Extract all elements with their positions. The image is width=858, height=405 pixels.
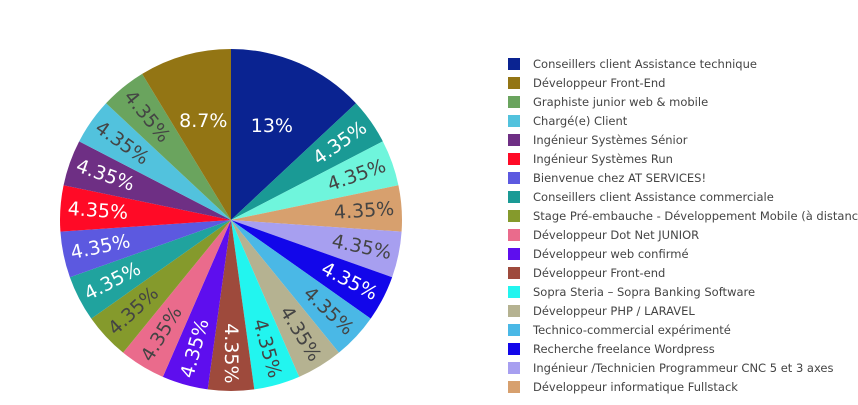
pie-slice[interactable] — [231, 185, 402, 232]
legend-label: Chargé(e) Client — [533, 114, 628, 128]
pie-slice[interactable] — [231, 220, 393, 319]
legend-label: Développeur PHP / LARAVEL — [533, 304, 695, 318]
legend-item[interactable]: Stage Pré-embauche - Développement Mobil… — [508, 209, 858, 223]
legend-label: Développeur Dot Net JUNIOR — [533, 228, 699, 242]
legend-swatch — [508, 324, 520, 336]
legend-item[interactable]: Ingénieur Systèmes Sénior — [508, 133, 688, 147]
legend-item[interactable]: Développeur informatique Fullstack — [508, 380, 738, 394]
legend-swatch — [508, 286, 520, 298]
legend-swatch — [508, 58, 520, 70]
legend-item[interactable]: Développeur Front-end — [508, 266, 665, 280]
pie-slices — [60, 49, 402, 392]
legend-swatch — [508, 115, 520, 127]
legend-item[interactable]: Graphiste junior web & mobile — [508, 95, 708, 109]
legend-item[interactable]: Chargé(e) Client — [508, 114, 628, 128]
pie-slice[interactable] — [231, 220, 371, 353]
legend-swatch — [508, 153, 520, 165]
legend-swatch — [508, 172, 520, 184]
pie-slice[interactable] — [63, 141, 231, 220]
pie-slice[interactable] — [231, 220, 339, 377]
legend-label: Ingénieur Systèmes Run — [533, 152, 673, 166]
legend-swatch — [508, 343, 520, 355]
pie-slice-label: 4.35% — [333, 198, 395, 224]
pie-slice[interactable] — [79, 103, 231, 220]
pie-slice[interactable] — [162, 220, 231, 390]
legend-label: Graphiste junior web & mobile — [533, 95, 708, 109]
legend-item[interactable]: Développeur Dot Net JUNIOR — [508, 228, 699, 242]
legend-label: Ingénieur /Technicien Programmeur CNC 5 … — [533, 361, 833, 375]
legend-swatch — [508, 210, 520, 222]
pie-slice[interactable] — [106, 73, 231, 220]
legend-swatch — [508, 267, 520, 279]
legend-swatch — [508, 77, 520, 89]
legend-swatch — [508, 191, 520, 203]
pie-slice[interactable] — [231, 220, 300, 390]
legend-item[interactable]: Développeur web confirmé — [508, 247, 689, 261]
legend-label: Développeur Front-end — [533, 266, 665, 280]
legend-swatch — [508, 248, 520, 260]
legend-item[interactable]: Conseillers client Assistance technique — [508, 57, 757, 71]
legend-label: Conseillers client Assistance commercial… — [533, 190, 774, 204]
legend-label: Bienvenue chez AT SERVICES! — [533, 171, 706, 185]
legend-label: Développeur Front-End — [533, 76, 665, 90]
legend-item[interactable]: Développeur Front-End — [508, 76, 665, 90]
legend-swatch — [508, 229, 520, 241]
legend-swatch — [508, 362, 520, 374]
legend-item[interactable]: Ingénieur /Technicien Programmeur CNC 5 … — [508, 361, 833, 375]
legend-item[interactable]: Sopra Steria – Sopra Banking Software — [508, 285, 755, 299]
legend-label: Sopra Steria – Sopra Banking Software — [533, 285, 755, 299]
legend-label: Technico-commercial expérimenté — [532, 323, 731, 337]
pie-slice-label: 13% — [251, 115, 293, 137]
legend-label: Stage Pré-embauche - Développement Mobil… — [533, 209, 858, 223]
legend-label: Développeur web confirmé — [533, 247, 689, 261]
pie-slice[interactable] — [91, 220, 231, 353]
pie-slice-label: 4.35% — [220, 323, 242, 383]
pie-slice-label: 8.7% — [179, 110, 227, 132]
legend-label: Conseillers client Assistance technique — [533, 57, 757, 71]
pie-slice[interactable] — [60, 185, 232, 232]
pie-slice[interactable] — [231, 103, 383, 220]
legend-swatch — [508, 134, 520, 146]
pie-slice[interactable] — [142, 49, 231, 220]
legend-swatch — [508, 96, 520, 108]
legend-swatch — [508, 381, 520, 393]
legend-item[interactable]: Bienvenue chez AT SERVICES! — [508, 171, 706, 185]
legend-item[interactable]: Développeur PHP / LARAVEL — [508, 304, 695, 318]
pie-slice[interactable] — [123, 220, 231, 377]
pie-slice[interactable] — [207, 220, 255, 392]
pie-slice[interactable] — [60, 220, 232, 278]
legend-label: Recherche freelance Wordpress — [533, 342, 715, 356]
chart-legend: Conseillers client Assistance technique D… — [508, 57, 858, 394]
legend-label: Ingénieur Systèmes Sénior — [533, 133, 688, 147]
pie-slice[interactable] — [231, 220, 402, 278]
legend-swatch — [508, 305, 520, 317]
pie-slice[interactable] — [231, 141, 399, 220]
legend-item[interactable]: Ingénieur Systèmes Run — [508, 152, 673, 166]
legend-item[interactable]: Recherche freelance Wordpress — [508, 342, 715, 356]
legend-item[interactable]: Conseillers client Assistance commercial… — [508, 190, 774, 204]
legend-item[interactable]: Technico-commercial expérimenté — [508, 323, 731, 337]
legend-label: Développeur informatique Fullstack — [533, 380, 738, 394]
pie-slice[interactable] — [231, 49, 356, 220]
pie-slice-label: 4.35% — [67, 198, 129, 224]
pie-slice[interactable] — [69, 220, 232, 319]
